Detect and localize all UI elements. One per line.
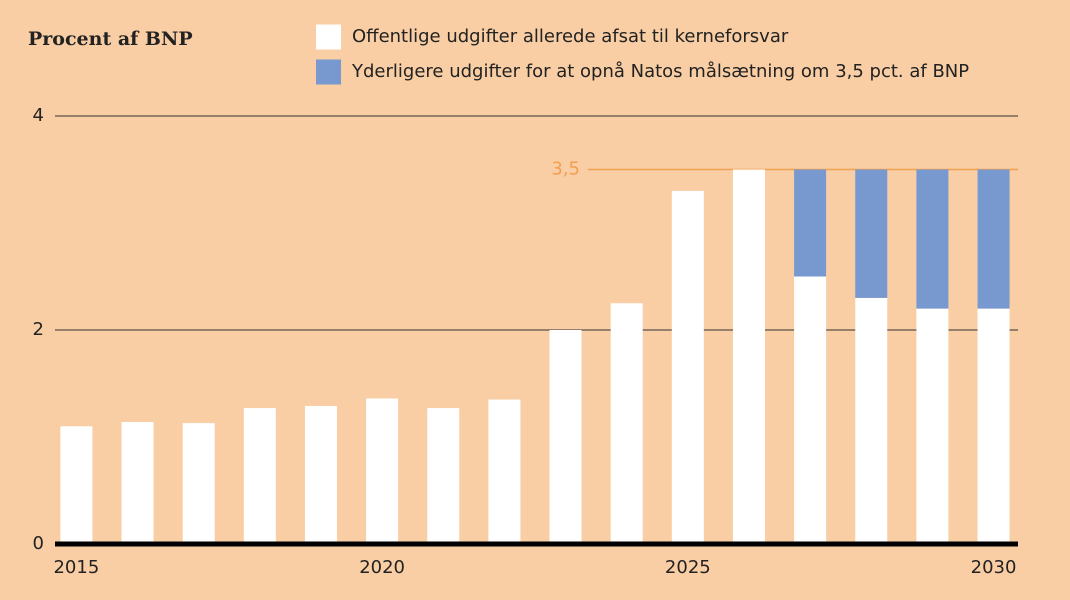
bar-segment xyxy=(855,169,888,298)
bar-segment xyxy=(610,303,643,544)
legend-label: Offentlige udgifter allerede afsat til k… xyxy=(352,26,789,47)
reference-label: 3,5 xyxy=(551,159,580,180)
legend-swatch xyxy=(316,59,341,85)
y-axis-title: Procent af BNP xyxy=(28,28,193,50)
bar-segment xyxy=(916,169,949,309)
x-tick-label: 2025 xyxy=(665,557,711,578)
bar-segment xyxy=(549,330,582,544)
bar-segment xyxy=(121,422,154,544)
bar-segment xyxy=(732,169,765,544)
bar-segment xyxy=(427,408,460,544)
y-tick-label: 4 xyxy=(33,105,44,126)
bar-segment xyxy=(977,169,1010,309)
bar-segment xyxy=(794,169,827,277)
bar-segment xyxy=(60,426,93,544)
bar-segment xyxy=(794,276,827,544)
y-tick-label: 0 xyxy=(33,533,44,554)
bar-segment xyxy=(243,408,276,544)
x-tick-label: 2015 xyxy=(53,557,99,578)
bar-segment xyxy=(916,308,949,544)
y-tick-label: 2 xyxy=(33,319,44,340)
bar-segment xyxy=(488,399,521,544)
x-tick-label: 2020 xyxy=(359,557,405,578)
bar-segment xyxy=(366,398,399,544)
bar-segment xyxy=(977,308,1010,544)
bar-segment xyxy=(671,190,704,544)
legend-label: Yderligere udgifter for at opnå Natos må… xyxy=(351,61,969,82)
x-tick-label: 2030 xyxy=(971,557,1017,578)
bar-segment xyxy=(304,405,337,544)
bar-segment xyxy=(182,423,215,544)
bar-segment xyxy=(855,297,888,544)
legend-swatch xyxy=(316,24,341,50)
